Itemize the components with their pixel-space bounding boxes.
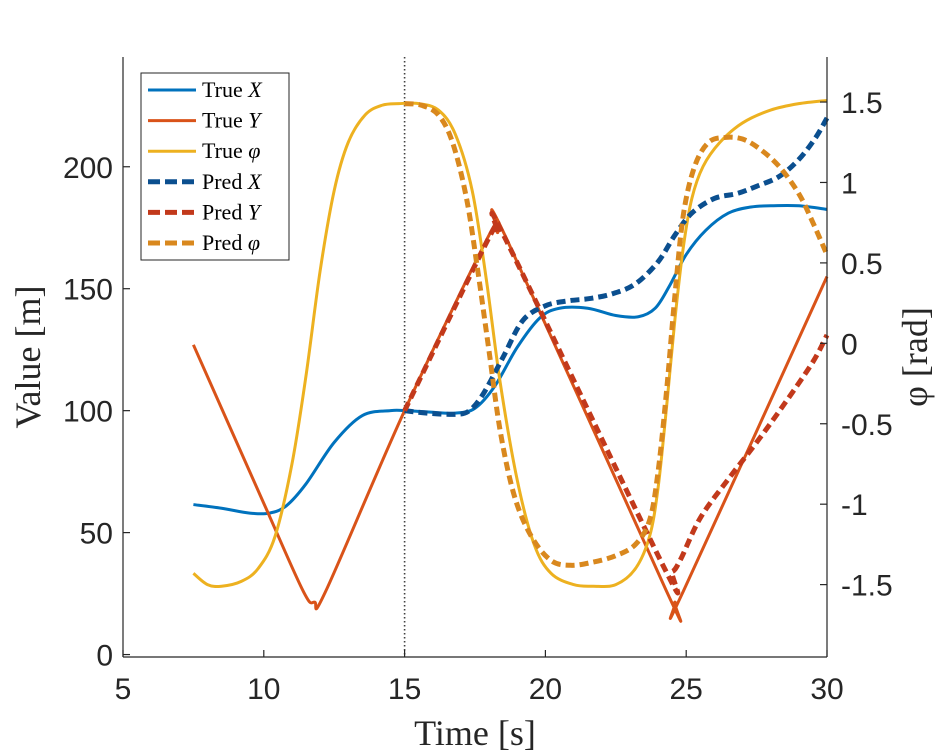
y-axis-left-title: Value [m] <box>8 286 48 429</box>
x-tick-label: 30 <box>810 673 843 706</box>
y-left-tick-label: 100 <box>63 396 113 429</box>
y-left-tick-label: 150 <box>63 274 113 307</box>
y-axis-right-title: φ [rad] <box>895 307 935 407</box>
y-right-tick-label: -1.5 <box>841 570 893 603</box>
series-line-true-0 <box>193 203 828 516</box>
y-left-tick-label: 50 <box>80 518 113 551</box>
x-tick-label: 25 <box>670 673 703 706</box>
axes: 5 10 15 20 25 30 0 50 100 150 200 -1.5 -1 -0.5 0 0.5 1 1.… <box>63 57 893 706</box>
series-line-pred-3 <box>404 116 830 417</box>
y-right-tick-label: -0.5 <box>841 409 893 442</box>
y-right-tick-label: 0 <box>841 328 858 361</box>
y-left-tick-label: 200 <box>63 152 113 185</box>
y-right-tick-label: 1.5 <box>841 87 883 120</box>
x-tick-label: 15 <box>388 673 421 706</box>
legend-entry: Pred X <box>202 169 263 194</box>
y-left-tick-label: 0 <box>96 640 113 673</box>
legend-box <box>140 72 290 261</box>
legend-entry: True Y <box>202 108 263 133</box>
legend-entry: True φ <box>202 138 260 163</box>
legend: True X True Y True φ Pred X Pred Y Pred φ <box>140 72 290 261</box>
x-tick-label: 5 <box>115 673 132 706</box>
legend-entry: Pred φ <box>202 230 260 255</box>
series-line-pred-4 <box>402 210 830 596</box>
y-right-tick-label: 1 <box>841 167 858 200</box>
x-tick-label: 20 <box>529 673 562 706</box>
series-layer <box>192 98 830 623</box>
x-axis-title: Time [s] <box>414 713 536 753</box>
x-tick-label: 10 <box>247 673 280 706</box>
legend-entry: Pred Y <box>202 199 263 224</box>
y-right-tick-label: 0.5 <box>841 248 883 281</box>
legend-entry: True X <box>202 77 263 102</box>
series-line-pred-5 <box>404 101 830 568</box>
y-right-tick-label: -1 <box>841 489 868 522</box>
